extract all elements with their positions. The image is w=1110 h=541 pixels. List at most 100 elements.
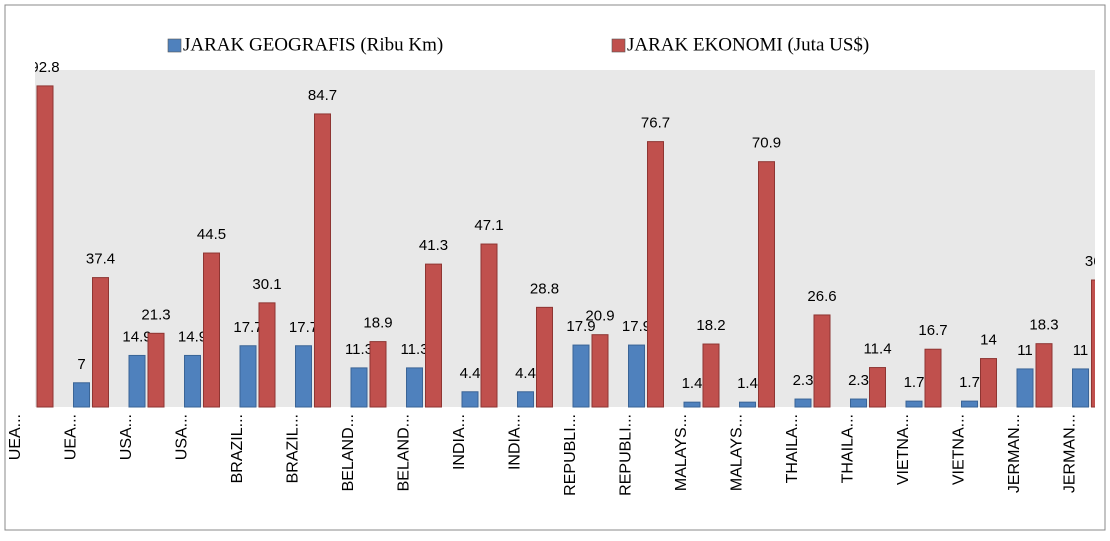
bar: [961, 400, 978, 408]
data-label: 14.9: [122, 328, 151, 345]
bar: [239, 345, 257, 408]
legend-swatch: [167, 38, 182, 53]
data-label: 20.9: [585, 308, 614, 325]
data-label: 2.3: [848, 372, 869, 389]
bar: [905, 400, 923, 408]
bar: [794, 398, 812, 408]
x-tick-label: THAILA...: [784, 414, 801, 483]
x-tick-label: THAILA...: [840, 414, 857, 483]
data-label: 18.9: [363, 315, 392, 332]
data-label: 41.3: [419, 237, 448, 254]
bar: [425, 263, 442, 408]
data-label: 28.8: [530, 280, 559, 297]
x-tick-label: MALAYS...: [673, 414, 690, 491]
bar: [350, 367, 368, 408]
data-label: 26.6: [807, 288, 836, 305]
bar: [1016, 368, 1034, 408]
data-label: 11: [1017, 342, 1033, 359]
x-tick-label: MALAYS...: [729, 414, 746, 491]
bar: [702, 343, 720, 408]
x-tick-label: USA...: [174, 414, 191, 460]
labels: JARAK GEOGRAFIS (Ribu Km) JARAK EKONOMI (…: [7, 34, 1079, 495]
data-label: 1.4: [737, 375, 758, 392]
data-label: 14.9: [178, 328, 207, 345]
bar: [628, 344, 645, 408]
bar: [980, 358, 997, 408]
bar: [1035, 343, 1053, 408]
data-label: 2.3: [793, 372, 814, 389]
legend-label: JARAK EKONOMI (Juta US$): [627, 34, 869, 55]
data-label: 4.4: [515, 365, 536, 382]
bar: [92, 277, 109, 408]
bar: [480, 243, 498, 408]
bar: [924, 348, 942, 408]
data-label: 1.7: [959, 374, 980, 391]
plot: 792.8737.414.921.314.944.517.730.117.784…: [30, 59, 1110, 408]
bar: [850, 398, 867, 408]
data-label: 84.7: [308, 87, 337, 104]
bar: [1091, 279, 1095, 408]
x-tick-label: UEA...: [7, 414, 24, 460]
data-label: 47.1: [474, 217, 503, 234]
bar: [128, 354, 146, 408]
data-label: 16.7: [918, 322, 947, 339]
bar: [203, 252, 220, 408]
data-label: 17.7: [289, 319, 318, 336]
data-label: 17.9: [622, 318, 651, 335]
data-label: 17.7: [233, 319, 262, 336]
x-tick-label: BELAND...: [340, 414, 357, 491]
legend-swatch: [611, 38, 626, 53]
bar: [813, 314, 831, 408]
bar: [572, 344, 590, 408]
data-label: 92.8: [30, 59, 59, 76]
data-label: 7: [77, 356, 85, 373]
bar: [869, 367, 886, 408]
x-tick-label: JERMAN...: [1062, 414, 1079, 493]
x-tick-label: USA...: [118, 414, 135, 460]
data-label: 14: [980, 332, 997, 349]
legend-label: JARAK GEOGRAFIS (Ribu Km): [183, 34, 443, 55]
bar: [406, 367, 423, 408]
bar: [1072, 368, 1089, 408]
data-label: 4.4: [460, 365, 481, 382]
data-label: 21.3: [141, 306, 170, 323]
x-tick-label: INDIA...: [507, 414, 524, 470]
bar: [758, 161, 775, 408]
bar: [184, 354, 201, 408]
bar: [147, 332, 165, 408]
bar: [517, 391, 534, 408]
data-label: 37.4: [86, 251, 115, 268]
data-label: 18.3: [1029, 317, 1058, 334]
data-label: 11.3: [400, 341, 428, 358]
bar: [591, 334, 609, 408]
bar: [73, 382, 90, 408]
data-label: 36.7: [1085, 253, 1110, 270]
bar: [683, 401, 701, 408]
bar: [739, 401, 756, 408]
data-label: 76.7: [641, 115, 670, 132]
x-tick-label: VIETNA...: [951, 414, 968, 485]
bar: [647, 141, 664, 408]
x-tick-label: REPUBLI...: [618, 414, 635, 496]
data-label: 1.4: [682, 375, 703, 392]
data-label: 18.2: [696, 317, 725, 334]
bar: [314, 113, 331, 408]
data-label: 1.7: [904, 374, 925, 391]
data-label: 44.5: [197, 226, 226, 243]
bar: [461, 391, 479, 408]
x-tick-label: BRAZIL...: [229, 414, 246, 483]
data-label: 17.9: [566, 318, 595, 335]
bar: [258, 302, 276, 408]
data-label: 11.3: [345, 341, 373, 358]
x-tick-label: BRAZIL...: [285, 414, 302, 483]
data-label: 30.1: [252, 276, 281, 293]
bar: [369, 341, 387, 408]
x-tick-label: JERMAN...: [1006, 414, 1023, 493]
bar: [295, 345, 312, 408]
bar: [36, 85, 54, 408]
x-tick-label: BELAND...: [396, 414, 413, 491]
x-tick-label: VIETNA...: [895, 414, 912, 485]
data-label: 70.9: [752, 135, 781, 152]
x-tick-label: INDIA...: [451, 414, 468, 470]
